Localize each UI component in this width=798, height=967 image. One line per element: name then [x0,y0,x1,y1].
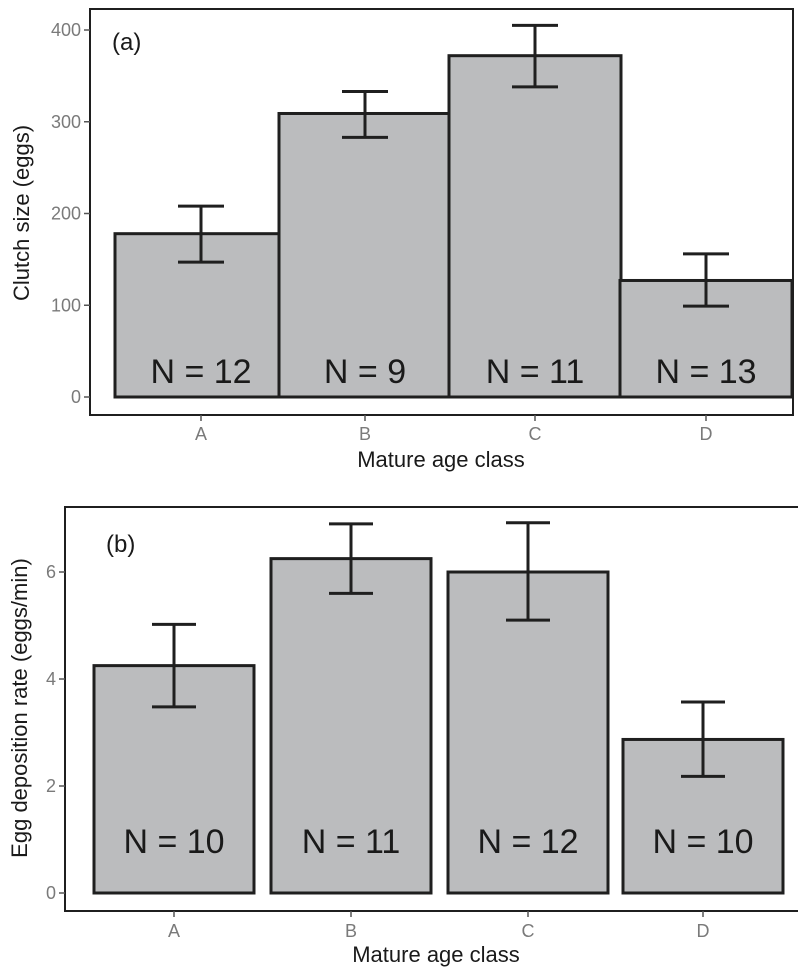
plot-frame [64,506,798,912]
y-tick-label: 2 [46,776,56,796]
error-bar-C [506,521,550,622]
sample-size-label: N = 9 [324,353,406,391]
bar-B [269,557,433,895]
y-axis: 0 2 4 6 [46,562,65,903]
sample-size-label: N = 12 [477,823,578,861]
sample-size-label: N = 10 [123,823,224,861]
y-tick-label: 200 [51,204,81,224]
panel-label: (b) [106,531,135,558]
y-tick-label: 0 [46,883,56,903]
y-tick-label: 300 [51,112,81,132]
x-tick-label: D [697,921,710,941]
panel-b-egg-deposition-rate: (b) N = 10 N = 11 N = 12 N = 10 0 2 4 6 A B C D M… [7,506,798,967]
error-bar-A [178,204,224,264]
x-tick-label: B [359,424,371,444]
error-bar-C [512,23,558,89]
x-tick-label: D [700,424,713,444]
x-tick-label: C [522,921,535,941]
error-bar-B [329,522,373,595]
bar-C [446,570,610,895]
bar-C [447,54,623,399]
y-axis: 0 100 200 300 400 [51,20,90,407]
plot-frame [89,8,794,416]
x-tick-label: A [168,921,180,941]
y-axis-title: Clutch size (eggs) [9,125,34,301]
x-tick-label: A [195,424,207,444]
x-axis: A B C D [195,415,713,444]
x-axis-title: Mature age class [352,942,520,967]
y-tick-label: 400 [51,20,81,40]
sample-size-label: N = 11 [486,353,585,391]
x-tick-label: C [529,424,542,444]
error-bar-B [342,89,388,139]
bars: N = 10 N = 11 N = 12 N = 10 [92,521,785,895]
y-tick-label: 6 [46,562,56,582]
x-axis-title: Mature age class [357,447,525,472]
sample-size-label: N = 13 [655,353,756,391]
sample-size-label: N = 12 [150,353,251,391]
panel-a-clutch-size: (a) N = 12 N = 9 N = 11 N = 13 0 100 200 300 40… [9,8,794,472]
y-tick-label: 0 [71,387,81,407]
panel-label: (a) [112,29,141,56]
error-bar-D [683,252,729,308]
y-axis-title: Egg deposition rate (eggs/min) [7,558,32,858]
error-bar-A [152,622,196,709]
sample-size-label: N = 10 [652,823,753,861]
y-tick-label: 4 [46,669,56,689]
y-tick-label: 100 [51,295,81,315]
error-bar-D [681,700,725,778]
sample-size-label: N = 11 [302,823,401,861]
x-axis: A B C D [168,911,710,941]
bars: N = 12 N = 9 N = 11 N = 13 [113,23,794,399]
x-tick-label: B [345,921,357,941]
